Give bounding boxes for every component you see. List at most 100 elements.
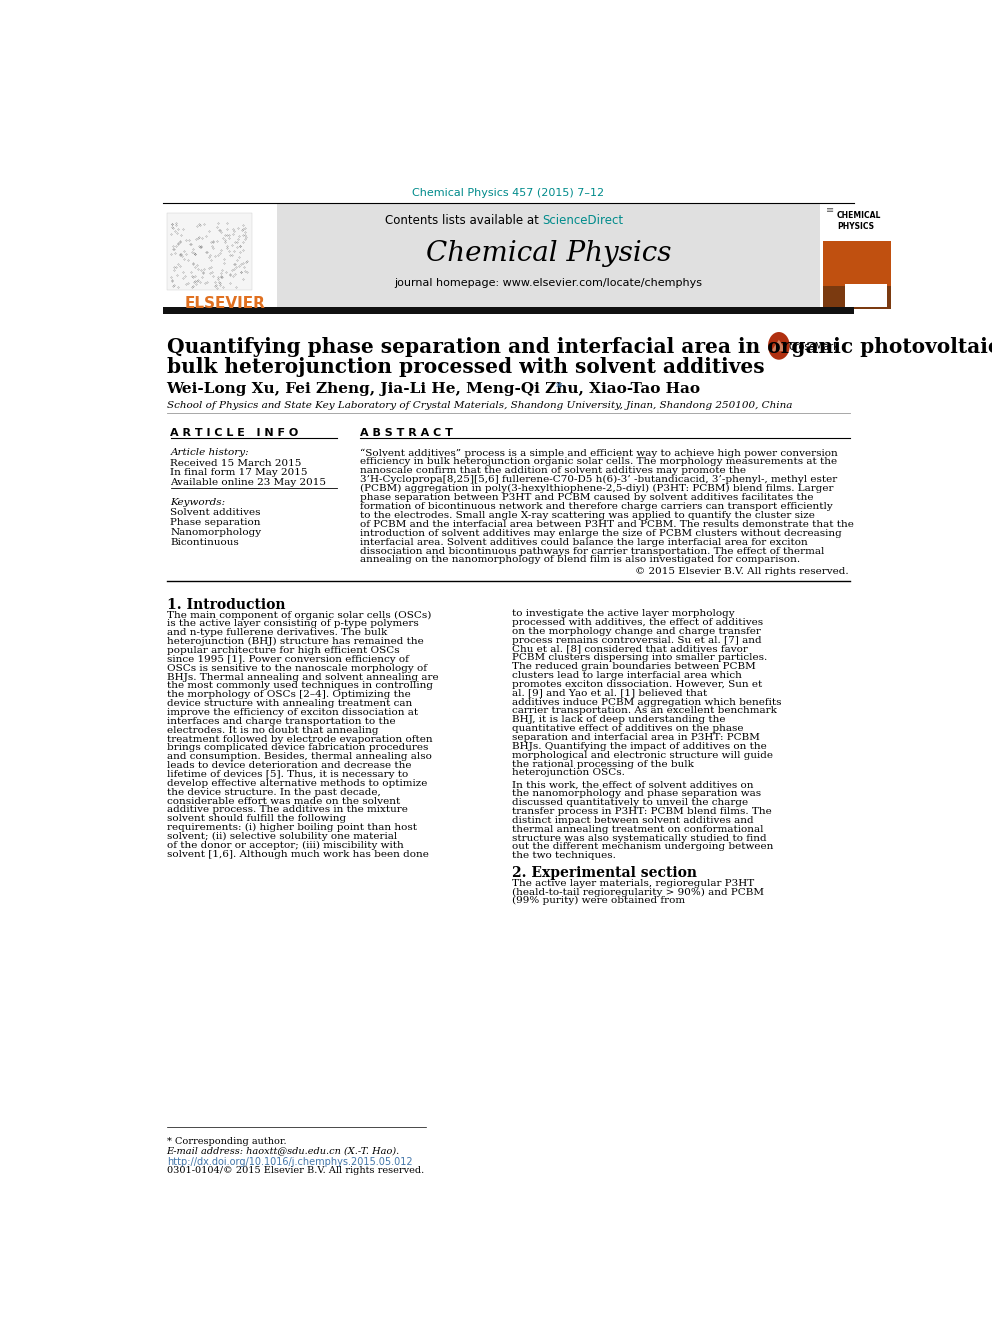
Text: separation and interfacial area in P3HT: PCBM: separation and interfacial area in P3HT:… [512,733,759,742]
Text: of the donor or acceptor; (iii) miscibility with: of the donor or acceptor; (iii) miscibil… [167,841,404,849]
Text: “Solvent additives” process is a simple and efficient way to achieve high power : “Solvent additives” process is a simple … [360,448,838,458]
Text: ScienceDirect: ScienceDirect [543,214,624,228]
Text: The reduced grain boundaries between PCBM: The reduced grain boundaries between PCB… [512,663,755,671]
Text: interfacial area. Solvent additives could balance the large interfacial area for: interfacial area. Solvent additives coul… [360,537,808,546]
Text: popular architecture for high efficient OSCs: popular architecture for high efficient … [167,646,399,655]
Text: device structure with annealing treatment can: device structure with annealing treatmen… [167,699,412,708]
Text: electrodes. It is no doubt that annealing: electrodes. It is no doubt that annealin… [167,726,378,734]
Text: is the active layer consisting of p-type polymers: is the active layer consisting of p-type… [167,619,419,628]
Text: the rational processing of the bulk: the rational processing of the bulk [512,759,693,769]
Text: Available online 23 May 2015: Available online 23 May 2015 [171,478,326,487]
Text: morphological and electronic structure will guide: morphological and electronic structure w… [512,750,773,759]
Text: since 1995 [1]. Power conversion efficiency of: since 1995 [1]. Power conversion efficie… [167,655,409,664]
Text: 1. Introduction: 1. Introduction [167,598,285,613]
Text: BHJ, it is lack of deep understanding the: BHJ, it is lack of deep understanding th… [512,716,725,724]
Text: to the electrodes. Small angle X-ray scattering was applied to quantify the clus: to the electrodes. Small angle X-ray sca… [360,511,815,520]
Text: additive process. The additives in the mixture: additive process. The additives in the m… [167,806,408,815]
Text: quantitative effect of additives on the phase: quantitative effect of additives on the … [512,724,743,733]
Text: Nanomorphology: Nanomorphology [171,528,262,537]
Text: develop effective alternative methods to optimize: develop effective alternative methods to… [167,779,427,787]
Text: Quantifying phase separation and interfacial area in organic photovoltaic: Quantifying phase separation and interfa… [167,337,992,357]
Text: Chu et al. [8] considered that additives favor: Chu et al. [8] considered that additives… [512,644,747,654]
Bar [163,307,854,315]
Text: In final form 17 May 2015: In final form 17 May 2015 [171,468,308,478]
Text: PCBM clusters dispersing into smaller particles.: PCBM clusters dispersing into smaller pa… [512,654,767,663]
Text: on the morphology change and charge transfer: on the morphology change and charge tran… [512,627,761,636]
Text: promotes exciton dissociation. However, Sun et: promotes exciton dissociation. However, … [512,680,762,689]
Text: heterojunction OSCs.: heterojunction OSCs. [512,769,624,778]
Text: improve the efficiency of exciton dissociation at: improve the efficiency of exciton dissoc… [167,708,418,717]
Text: interfaces and charge transportation to the: interfaces and charge transportation to … [167,717,395,726]
Text: solvent; (ii) selective solubility one material: solvent; (ii) selective solubility one m… [167,832,397,841]
Text: CrossMark: CrossMark [789,343,839,352]
Text: http://dx.doi.org/10.1016/j.chemphys.2015.05.012: http://dx.doi.org/10.1016/j.chemphys.201… [167,1156,413,1167]
Text: introduction of solvent additives may enlarge the size of PCBM clusters without : introduction of solvent additives may en… [360,529,842,537]
Text: dissociation and bicontinuous pathways for carrier transportation. The effect of: dissociation and bicontinuous pathways f… [360,546,824,556]
Text: Chemical Physics: Chemical Physics [426,239,672,267]
Text: heterojunction (BHJ) structure has remained the: heterojunction (BHJ) structure has remai… [167,638,424,647]
Text: Bicontinuous: Bicontinuous [171,537,239,546]
Text: brings complicated device fabrication procedures: brings complicated device fabrication pr… [167,744,428,753]
Text: to investigate the active layer morphology: to investigate the active layer morpholo… [512,609,734,618]
Text: the two techniques.: the two techniques. [512,851,615,860]
Text: phase separation between P3HT and PCBM caused by solvent additives facilitates t: phase separation between P3HT and PCBM c… [360,493,813,501]
Text: journal homepage: www.elsevier.com/locate/chemphys: journal homepage: www.elsevier.com/locat… [395,278,702,288]
Text: *: * [556,382,562,396]
Text: CHEMICAL
PHYSICS: CHEMICAL PHYSICS [837,212,881,232]
Bar [823,241,891,286]
Bar [163,202,278,308]
Text: BHJs. Quantifying the impact of additives on the: BHJs. Quantifying the impact of additive… [512,742,766,751]
Text: al. [9] and Yao et al. [1] believed that: al. [9] and Yao et al. [1] believed that [512,689,706,697]
Text: Chemical Physics 457 (2015) 7–12: Chemical Physics 457 (2015) 7–12 [413,188,604,198]
Text: BHJs. Thermal annealing and solvent annealing are: BHJs. Thermal annealing and solvent anne… [167,672,438,681]
Text: OSCs is sensitive to the nanoscale morphology of: OSCs is sensitive to the nanoscale morph… [167,664,427,672]
Text: the most commonly used techniques in controlling: the most commonly used techniques in con… [167,681,433,691]
Text: solvent [1,6]. Although much work has been done: solvent [1,6]. Although much work has be… [167,849,429,859]
Text: and consumption. Besides, thermal annealing also: and consumption. Besides, thermal anneal… [167,753,432,761]
Text: * Corresponding author.: * Corresponding author. [167,1136,287,1146]
Text: distinct impact between solvent additives and: distinct impact between solvent additive… [512,816,753,824]
Text: (99% purity) were obtained from: (99% purity) were obtained from [512,896,684,905]
Text: and n-type fullerene derivatives. The bulk: and n-type fullerene derivatives. The bu… [167,628,387,638]
Text: formation of bicontinuous network and therefore charge carriers can transport ef: formation of bicontinuous network and th… [360,501,833,511]
Text: A R T I C L E   I N F O: A R T I C L E I N F O [171,429,299,438]
Bar [845,283,888,307]
Bar [823,202,891,308]
Text: A B S T R A C T: A B S T R A C T [360,429,453,438]
Text: discussed quantitatively to unveil the charge: discussed quantitatively to unveil the c… [512,798,748,807]
Text: annealing on the nanomorphology of blend film is also investigated for compariso: annealing on the nanomorphology of blend… [360,556,801,565]
Text: treatment followed by electrode evaporation often: treatment followed by electrode evaporat… [167,734,433,744]
Text: efficiency in bulk heterojunction organic solar cells. The morphology measuremen: efficiency in bulk heterojunction organi… [360,458,837,466]
Text: Wei-Long Xu, Fei Zheng, Jia-Li He, Meng-Qi Zhu, Xiao-Tao Hao: Wei-Long Xu, Fei Zheng, Jia-Li He, Meng-… [167,382,700,396]
Text: transfer process in P3HT: PCBM blend films. The: transfer process in P3HT: PCBM blend fil… [512,807,771,816]
Text: The main component of organic solar cells (OSCs): The main component of organic solar cell… [167,611,431,619]
Text: Phase separation: Phase separation [171,517,261,527]
Text: E-mail address: haoxtt@sdu.edu.cn (X.-T. Hao).: E-mail address: haoxtt@sdu.edu.cn (X.-T.… [167,1146,400,1155]
Text: Article history:: Article history: [171,448,249,458]
Text: the device structure. In the past decade,: the device structure. In the past decade… [167,787,380,796]
Text: ≡: ≡ [826,206,834,216]
Text: ELSEVIER: ELSEVIER [185,296,265,311]
Text: clusters lead to large interfacial area which: clusters lead to large interfacial area … [512,671,741,680]
Polygon shape [771,340,787,352]
Text: Received 15 March 2015: Received 15 March 2015 [171,459,302,468]
Text: The active layer materials, regioregular P3HT: The active layer materials, regioregular… [512,878,754,888]
Bar [167,213,252,290]
Text: leads to device deterioration and decrease the: leads to device deterioration and decrea… [167,761,411,770]
Text: 2. Experimental section: 2. Experimental section [512,867,696,880]
Text: Keywords:: Keywords: [171,497,225,507]
Text: © 2015 Elsevier B.V. All rights reserved.: © 2015 Elsevier B.V. All rights reserved… [635,566,848,576]
Bar [278,202,820,308]
Text: considerable effort was made on the solvent: considerable effort was made on the solv… [167,796,400,806]
Text: bulk heterojunction processed with solvent additives: bulk heterojunction processed with solve… [167,357,764,377]
Text: solvent should fulfill the following: solvent should fulfill the following [167,814,346,823]
Text: lifetime of devices [5]. Thus, it is necessary to: lifetime of devices [5]. Thus, it is nec… [167,770,408,779]
Text: 3’H-Cyclopropa[8,25][5,6] fullerene-C70-D5 h(6)-3’ -butandicacid, 3’-phenyl-, me: 3’H-Cyclopropa[8,25][5,6] fullerene-C70-… [360,475,837,484]
Bar [823,202,891,242]
Text: structure was also systematically studied to find: structure was also systematically studie… [512,833,766,843]
Text: (heald-to-tail regioregularity > 90%) and PCBM: (heald-to-tail regioregularity > 90%) an… [512,888,764,897]
Text: 0301-0104/© 2015 Elsevier B.V. All rights reserved.: 0301-0104/© 2015 Elsevier B.V. All right… [167,1166,424,1175]
Text: nanoscale confirm that the addition of solvent additives may promote the: nanoscale confirm that the addition of s… [360,466,746,475]
Text: School of Physics and State Key Laboratory of Crystal Materials, Shandong Univer: School of Physics and State Key Laborato… [167,401,792,410]
Text: thermal annealing treatment on conformational: thermal annealing treatment on conformat… [512,824,763,833]
